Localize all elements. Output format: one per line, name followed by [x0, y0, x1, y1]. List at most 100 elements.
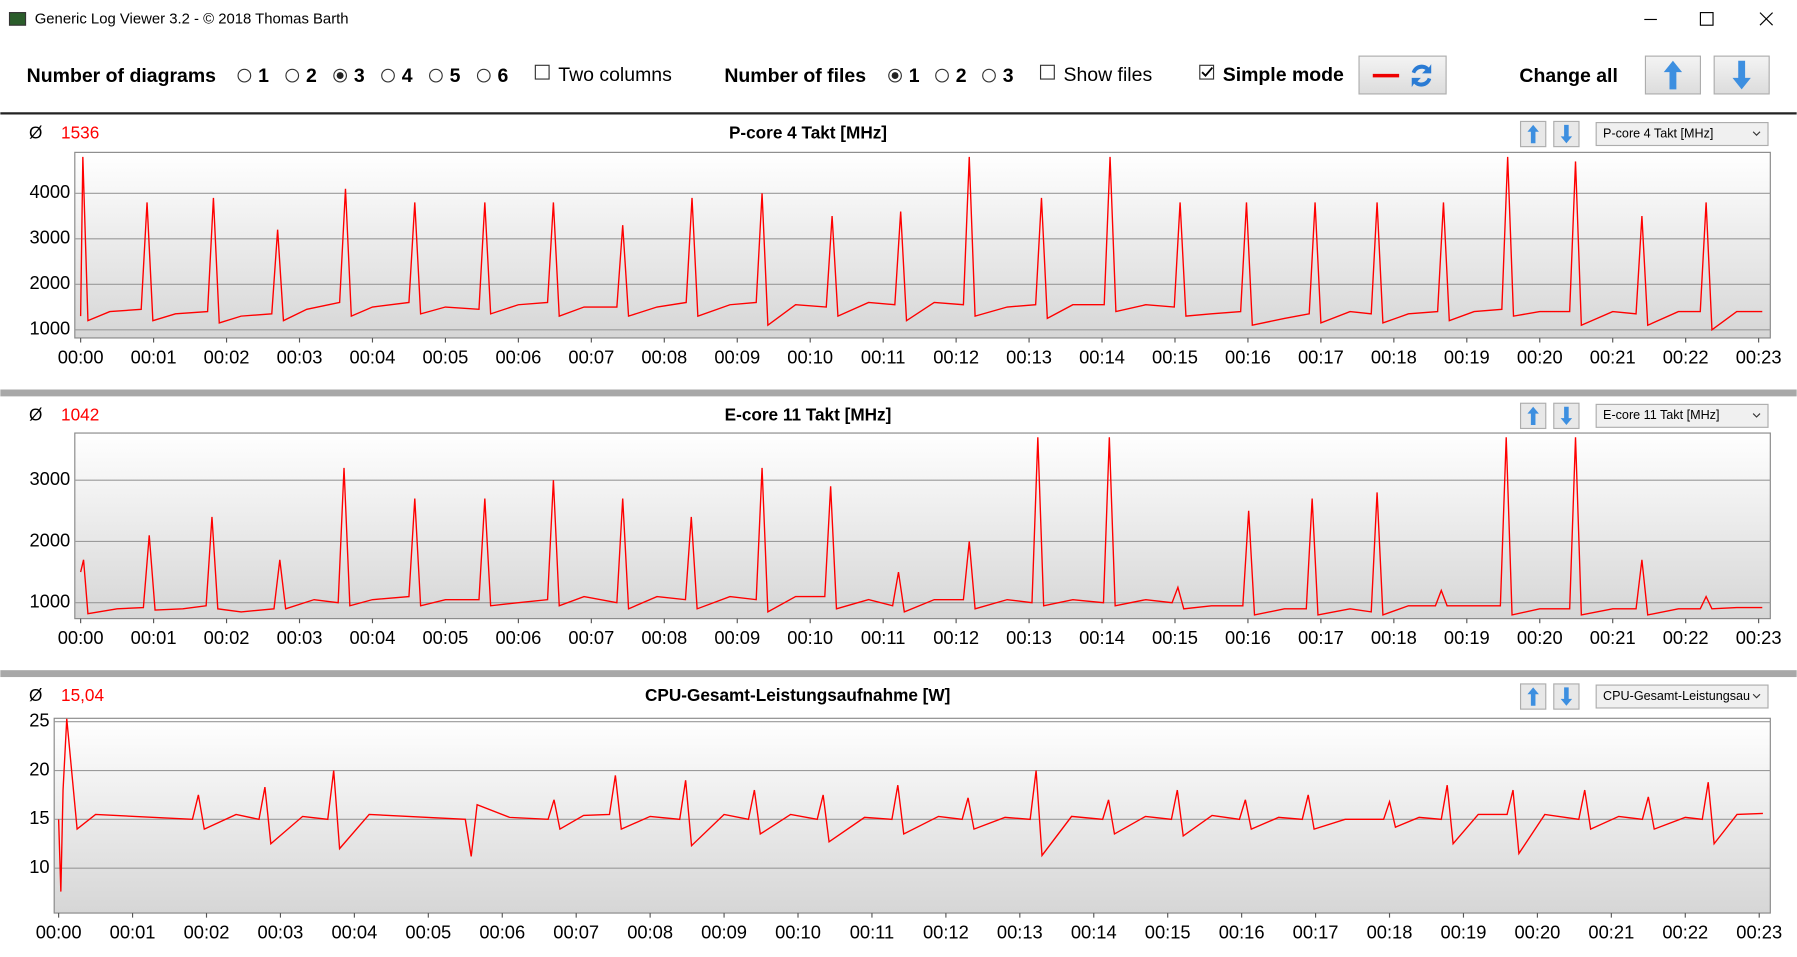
x-tick-label: 00:04: [331, 922, 377, 943]
diagram-count-option[interactable]: 3: [333, 65, 365, 87]
radio-button[interactable]: [237, 68, 252, 83]
file-count-option[interactable]: 2: [935, 65, 967, 87]
x-tick-label: 00:03: [277, 627, 323, 648]
channel-selector[interactable]: P-core 4 Takt [MHz]: [1595, 122, 1769, 147]
channel-selector[interactable]: E-core 11 Takt [MHz]: [1595, 403, 1769, 428]
arrow-icon: [1560, 406, 1573, 426]
radio-dot: [891, 72, 899, 80]
radio-button[interactable]: [935, 68, 949, 83]
x-tick-label: 00:16: [1225, 627, 1271, 648]
move-up-button[interactable]: [1519, 683, 1547, 710]
panel-separator: [0, 389, 1797, 397]
x-tick-label: 00:15: [1152, 346, 1198, 367]
x-tick-label: 00:02: [204, 627, 250, 648]
checkbox[interactable]: [1039, 64, 1055, 80]
arrow-icon: [1560, 124, 1573, 144]
y-tick-label: 15: [29, 807, 49, 828]
y-tick-label: 10: [29, 856, 49, 877]
radio-button[interactable]: [476, 68, 491, 83]
diagram-count-option[interactable]: 5: [429, 65, 461, 87]
channel-selector[interactable]: CPU-Gesamt-Leistungsau: [1595, 684, 1769, 709]
arrow-icon: [1527, 406, 1539, 426]
dropdown[interactable]: [1595, 403, 1769, 428]
radio-label: 3: [354, 65, 365, 87]
x-tick-label: 00:23: [1736, 922, 1782, 943]
x-tick-label: 00:03: [258, 922, 304, 943]
plot-area: [74, 432, 1771, 620]
radio-label: 2: [306, 65, 317, 87]
average-value: 1536: [61, 123, 99, 143]
x-tick-label: 00:13: [1006, 627, 1052, 648]
x-tick-label: 00:16: [1225, 346, 1271, 367]
panel-separator: [0, 670, 1797, 678]
x-tick-label: 00:23: [1736, 627, 1782, 648]
close-button[interactable]: [1759, 12, 1774, 26]
plot-area: [53, 717, 1771, 914]
x-tick-label: 00:13: [1006, 346, 1052, 367]
x-tick-label: 00:00: [58, 627, 104, 648]
x-tick-label: 00:10: [775, 922, 821, 943]
x-tick-label: 00:11: [850, 922, 894, 943]
y-tick-label: 25: [29, 710, 49, 731]
diagram-count-option[interactable]: 6: [476, 65, 509, 87]
file-count-option[interactable]: 1: [888, 65, 920, 87]
show-files-checkbox[interactable]: [1039, 64, 1055, 80]
x-tick-label: 00:18: [1371, 346, 1417, 367]
radio-button[interactable]: [982, 68, 996, 83]
data-line: [57, 718, 1763, 892]
move-up-button[interactable]: [1519, 402, 1547, 430]
x-tick-label: 00:23: [1736, 346, 1782, 367]
diagram-count-option[interactable]: 4: [381, 65, 413, 87]
radio-button[interactable]: [429, 68, 443, 83]
y-tick-label: 1000: [29, 591, 70, 612]
x-tick-label: 00:21: [1590, 627, 1636, 648]
x-tick-label: 00:17: [1298, 346, 1344, 367]
two-columns-checkbox[interactable]: [534, 64, 550, 80]
move-down-button[interactable]: [1553, 120, 1580, 148]
color-sync-button[interactable]: [1358, 55, 1447, 95]
move-up-all-button[interactable]: [1644, 55, 1701, 95]
maximize-button[interactable]: [1699, 12, 1714, 26]
simple-mode-checkbox[interactable]: [1199, 64, 1215, 80]
file-count-option[interactable]: 3: [982, 65, 1014, 87]
window-title: Generic Log Viewer 3.2 - © 2018 Thomas B…: [35, 11, 349, 27]
average-symbol: Ø: [29, 404, 42, 424]
x-tick-label: 00:19: [1444, 346, 1490, 367]
y-tick-label: 20: [29, 758, 49, 779]
radio-label: 4: [402, 65, 413, 87]
radio-button[interactable]: [381, 68, 395, 83]
dropdown[interactable]: [1595, 122, 1769, 147]
x-tick-label: 00:16: [1219, 922, 1265, 943]
show-files-label: Show files: [1063, 64, 1152, 86]
x-tick-label: 00:01: [131, 346, 177, 367]
files-label: Number of files: [724, 65, 866, 87]
move-up-button[interactable]: [1519, 120, 1547, 148]
x-tick-label: 00:18: [1371, 627, 1417, 648]
checkbox[interactable]: [534, 64, 550, 80]
average-value: 1042: [61, 404, 99, 424]
checkbox[interactable]: [1199, 64, 1215, 80]
dropdown-text: P-core 4 Takt [MHz]: [1603, 126, 1713, 140]
x-tick-label: 00:18: [1367, 922, 1413, 943]
move-down-button[interactable]: [1553, 402, 1580, 430]
radio-button[interactable]: [285, 68, 300, 83]
average-value: 15,04: [61, 685, 104, 705]
move-down-all-button[interactable]: [1713, 55, 1770, 95]
dropdown[interactable]: [1595, 684, 1769, 709]
x-tick-label: 00:04: [350, 346, 396, 367]
x-tick-label: 00:14: [1079, 627, 1125, 648]
y-tick-label: 3000: [29, 227, 70, 248]
x-tick-label: 00:01: [131, 627, 177, 648]
move-down-button[interactable]: [1553, 683, 1580, 710]
x-tick-label: 00:05: [405, 922, 451, 943]
arrow-icon: [1527, 124, 1539, 144]
average-symbol: Ø: [29, 685, 42, 705]
x-tick-label: 00:08: [641, 346, 687, 367]
diagram-count-option[interactable]: 1: [237, 65, 269, 87]
y-tick-label: 1000: [29, 318, 70, 339]
x-tick-label: 00:20: [1514, 922, 1560, 943]
x-tick-label: 00:17: [1293, 922, 1339, 943]
diagram-count-option[interactable]: 2: [285, 65, 317, 87]
x-tick-label: 00:20: [1517, 627, 1563, 648]
